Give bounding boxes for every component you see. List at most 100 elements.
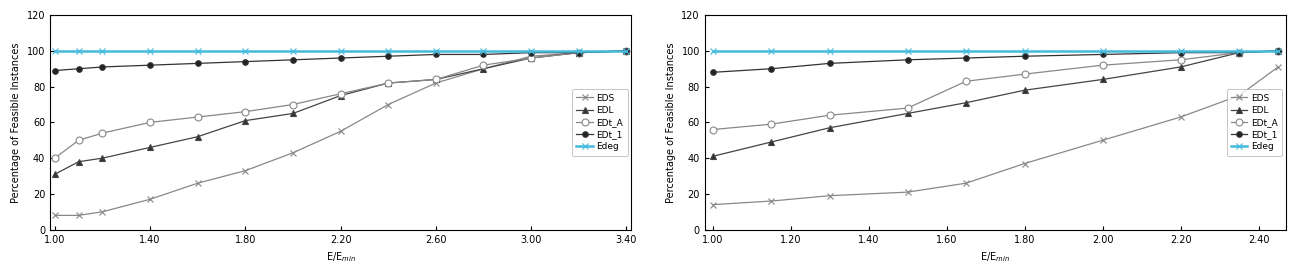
EDL	[958, 101, 974, 104]
EDS	[189, 182, 205, 185]
Edeg	[143, 49, 158, 53]
EDt_A	[333, 92, 349, 95]
EDL	[1231, 51, 1246, 54]
EDt_1	[95, 65, 110, 69]
EDt_A	[1172, 58, 1188, 61]
Line: Edeg: Edeg	[709, 48, 1281, 54]
Legend: EDS, EDL, EDt_A, EDt_1, Edeg: EDS, EDL, EDt_A, EDt_1, Edeg	[572, 89, 628, 156]
EDt_1	[189, 62, 205, 65]
X-axis label: E/E$_{min}$: E/E$_{min}$	[326, 250, 355, 264]
Edeg	[571, 49, 586, 53]
EDS	[958, 182, 974, 185]
EDS	[333, 130, 349, 133]
EDt_A	[1231, 51, 1246, 54]
EDt_A	[380, 81, 396, 85]
Edeg	[476, 49, 492, 53]
EDt_1	[822, 62, 838, 65]
EDS	[47, 214, 62, 217]
EDt_A	[1270, 49, 1285, 53]
Edeg	[1017, 49, 1032, 53]
EDt_1	[900, 58, 916, 61]
EDt_1	[1270, 49, 1285, 53]
EDS	[95, 210, 110, 213]
EDt_A	[571, 51, 586, 54]
EDt_1	[285, 58, 301, 61]
EDS	[619, 49, 634, 53]
Edeg	[285, 49, 301, 53]
EDL	[704, 155, 720, 158]
EDL	[285, 112, 301, 115]
Edeg	[900, 49, 916, 53]
EDS	[428, 81, 444, 85]
EDL	[523, 56, 538, 60]
EDt_1	[958, 56, 974, 60]
EDL	[71, 160, 87, 163]
EDt_1	[1095, 53, 1110, 56]
EDL	[1017, 89, 1032, 92]
EDL	[900, 112, 916, 115]
Edeg	[619, 49, 634, 53]
EDL	[237, 119, 253, 122]
Legend: EDS, EDL, EDt_A, EDt_1, Edeg: EDS, EDL, EDt_A, EDt_1, Edeg	[1227, 89, 1283, 156]
EDt_A	[1095, 64, 1110, 67]
EDS	[476, 67, 492, 70]
Edeg	[822, 49, 838, 53]
Line: EDt_1: EDt_1	[709, 48, 1281, 75]
EDt_A	[95, 131, 110, 135]
EDt_A	[47, 156, 62, 160]
EDt_1	[476, 53, 492, 56]
Line: EDL: EDL	[52, 47, 630, 178]
EDS	[380, 103, 396, 106]
EDL	[619, 49, 634, 53]
EDS	[1017, 162, 1032, 165]
EDL	[1095, 78, 1110, 81]
Edeg	[95, 49, 110, 53]
EDS	[237, 169, 253, 172]
EDt_1	[1172, 51, 1188, 54]
EDt_A	[285, 103, 301, 106]
EDL	[476, 67, 492, 70]
EDL	[822, 126, 838, 130]
EDS	[1231, 94, 1246, 97]
EDt_1	[380, 54, 396, 58]
Edeg	[523, 49, 538, 53]
EDt_A	[428, 78, 444, 81]
EDt_1	[237, 60, 253, 63]
EDS	[822, 194, 838, 197]
EDt_A	[822, 114, 838, 117]
EDL	[189, 135, 205, 138]
EDt_1	[571, 51, 586, 54]
EDt_A	[704, 128, 720, 131]
EDt_A	[71, 139, 87, 142]
EDt_1	[764, 67, 779, 70]
EDt_1	[619, 49, 634, 53]
EDL	[380, 81, 396, 85]
Line: EDt_1: EDt_1	[52, 48, 629, 73]
EDt_A	[237, 110, 253, 113]
EDt_A	[900, 106, 916, 110]
EDS	[285, 151, 301, 155]
EDS	[143, 198, 158, 201]
EDt_A	[476, 64, 492, 67]
EDS	[1270, 65, 1285, 69]
EDt_A	[523, 56, 538, 60]
EDt_1	[704, 71, 720, 74]
EDS	[523, 54, 538, 58]
EDS	[900, 191, 916, 194]
X-axis label: E/E$_{min}$: E/E$_{min}$	[981, 250, 1010, 264]
Edeg	[704, 49, 720, 53]
EDS	[764, 199, 779, 203]
Edeg	[71, 49, 87, 53]
EDt_A	[189, 116, 205, 119]
Edeg	[189, 49, 205, 53]
Edeg	[1095, 49, 1110, 53]
EDL	[1270, 49, 1285, 53]
EDS	[71, 214, 87, 217]
Y-axis label: Percentage of Feasible Instances: Percentage of Feasible Instances	[12, 42, 21, 203]
Line: EDt_A: EDt_A	[709, 47, 1281, 133]
EDL	[1172, 65, 1188, 69]
EDt_1	[333, 56, 349, 60]
EDS	[571, 51, 586, 54]
Edeg	[333, 49, 349, 53]
EDt_1	[143, 64, 158, 67]
